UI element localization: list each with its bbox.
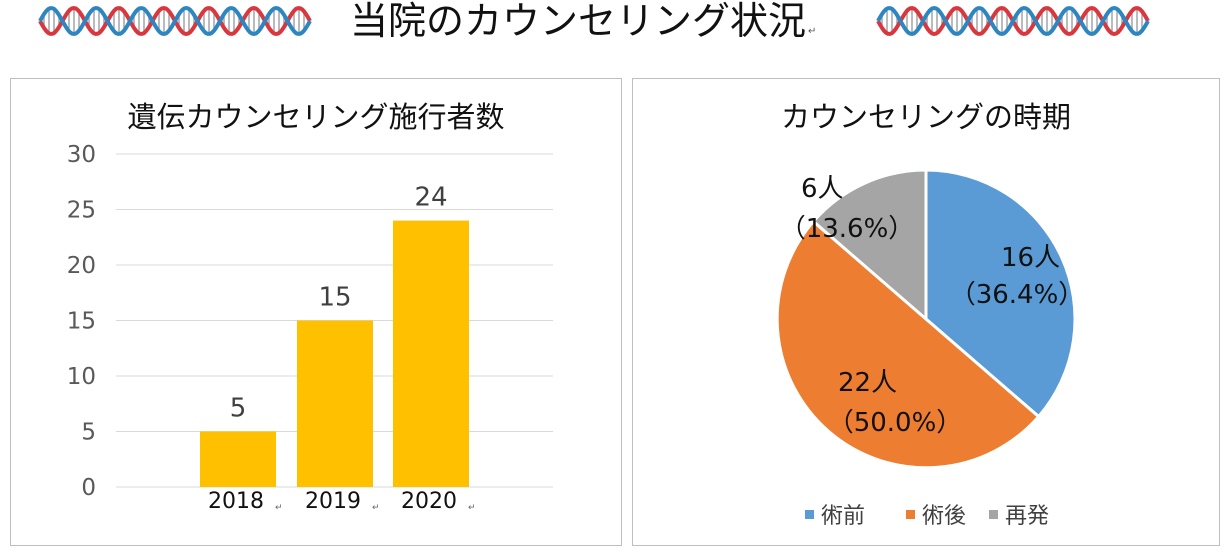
y-tick-label: 0 xyxy=(81,475,96,501)
pie-count-label: 22人 xyxy=(838,368,897,398)
bar-data-label: 24 xyxy=(414,183,447,213)
page-title: 当院のカウンセリング状況 ↵ xyxy=(350,0,817,43)
pie-percent-label: （50.0%） xyxy=(828,408,963,438)
pie-slice xyxy=(775,219,1041,470)
pie-percent-label: （36.4%） xyxy=(950,280,1085,310)
return-mark: ↵ xyxy=(468,503,476,513)
dna-helix-icon xyxy=(876,5,1150,37)
legend-swatch xyxy=(805,510,814,519)
y-tick-label: 20 xyxy=(67,253,96,279)
bar-data-label: 15 xyxy=(318,283,351,313)
pie-slice xyxy=(811,168,928,323)
x-category-label: 2020 xyxy=(401,489,457,514)
pie-count-label: 6人 xyxy=(801,174,844,204)
bar-chart: 0 5 10 15 20 25 30 5 2018 ↵ 15 2019 ↵ 24 2020 ↵ xyxy=(67,142,553,514)
bar-chart-panel: 遺伝カウンセリング施行者数 0 5 10 15 20 25 30 5 2018 ↵ 15 2019 ↵ 2… xyxy=(10,78,622,546)
pie-chart-title: カウンセリングの時期 xyxy=(780,100,1071,134)
bar-chart-title: 遺伝カウンセリング施行者数 xyxy=(127,100,505,134)
dna-helix-icon xyxy=(38,5,312,37)
x-category-label: 2019 xyxy=(305,489,361,514)
y-tick-label: 5 xyxy=(81,420,96,446)
legend-label: 再発 xyxy=(1005,504,1049,529)
y-tick-label: 10 xyxy=(67,364,96,390)
legend-swatch xyxy=(906,510,915,519)
pie-percent-label: （13.6%） xyxy=(780,214,915,244)
legend-swatch xyxy=(989,510,998,519)
legend-label: 術前 xyxy=(821,504,865,529)
y-tick-label: 30 xyxy=(67,142,96,168)
bar xyxy=(200,431,276,487)
x-category-label: 2018 xyxy=(208,489,264,514)
page-header: 当院のカウンセリング状況 ↵ xyxy=(0,0,1229,60)
bar-data-label: 5 xyxy=(230,394,247,424)
dna-strand-blue xyxy=(876,5,1150,37)
y-tick-label: 15 xyxy=(67,309,96,335)
y-tick-label: 25 xyxy=(67,198,96,224)
pie-chart: 16人 （36.4%） 22人 （50.0%） 6人 （13.6%） 術前 術後 再発 xyxy=(775,168,1085,529)
pie-chart-panel: カウンセリングの時期 16人 （36.4%） 22人 （50.0%） 6人 （13.6%）… xyxy=(632,78,1220,546)
dna-strand-blue xyxy=(38,5,312,37)
return-mark: ↵ xyxy=(275,503,283,513)
bar xyxy=(297,320,373,487)
bar xyxy=(393,220,469,487)
legend-label: 術後 xyxy=(922,504,966,529)
return-mark: ↵ xyxy=(372,503,380,513)
pie-count-label: 16人 xyxy=(1001,243,1060,273)
return-mark: ↵ xyxy=(808,26,817,37)
pie-slice xyxy=(924,168,1077,419)
